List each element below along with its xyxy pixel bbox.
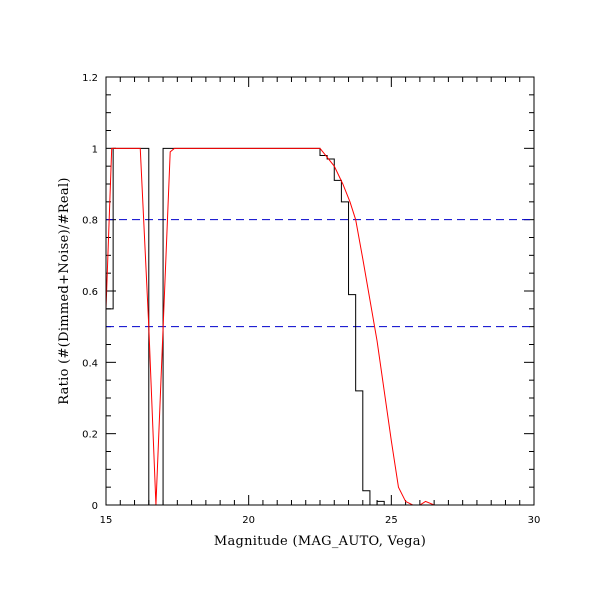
y-axis-label: Ratio (#(Dimmed+Noise)/#Real) (57, 177, 72, 405)
x-tick-label: 15 (100, 515, 113, 526)
y-tick-label: 0.8 (82, 216, 98, 227)
y-tick-label: 1.2 (82, 73, 98, 84)
tick-labels: 15 20 25 30 0 0.2 0.4 0.6 0.8 1 1.2 (82, 73, 540, 526)
y-tick-label: 0 (92, 501, 98, 512)
y-tick-label: 0.4 (82, 358, 98, 369)
y-tick-label: 0.2 (82, 430, 98, 441)
plot-frame (105, 76, 535, 506)
x-tick-label: 25 (385, 515, 398, 526)
x-axis-label: Magnitude (MAG_AUTO, Vega) (214, 534, 426, 549)
x-tick-label: 30 (528, 515, 541, 526)
x-tick-label: 20 (242, 515, 255, 526)
y-tick-label: 0.6 (82, 287, 98, 298)
reference-lines (106, 219, 534, 328)
y-tick-label: 1 (92, 144, 98, 155)
